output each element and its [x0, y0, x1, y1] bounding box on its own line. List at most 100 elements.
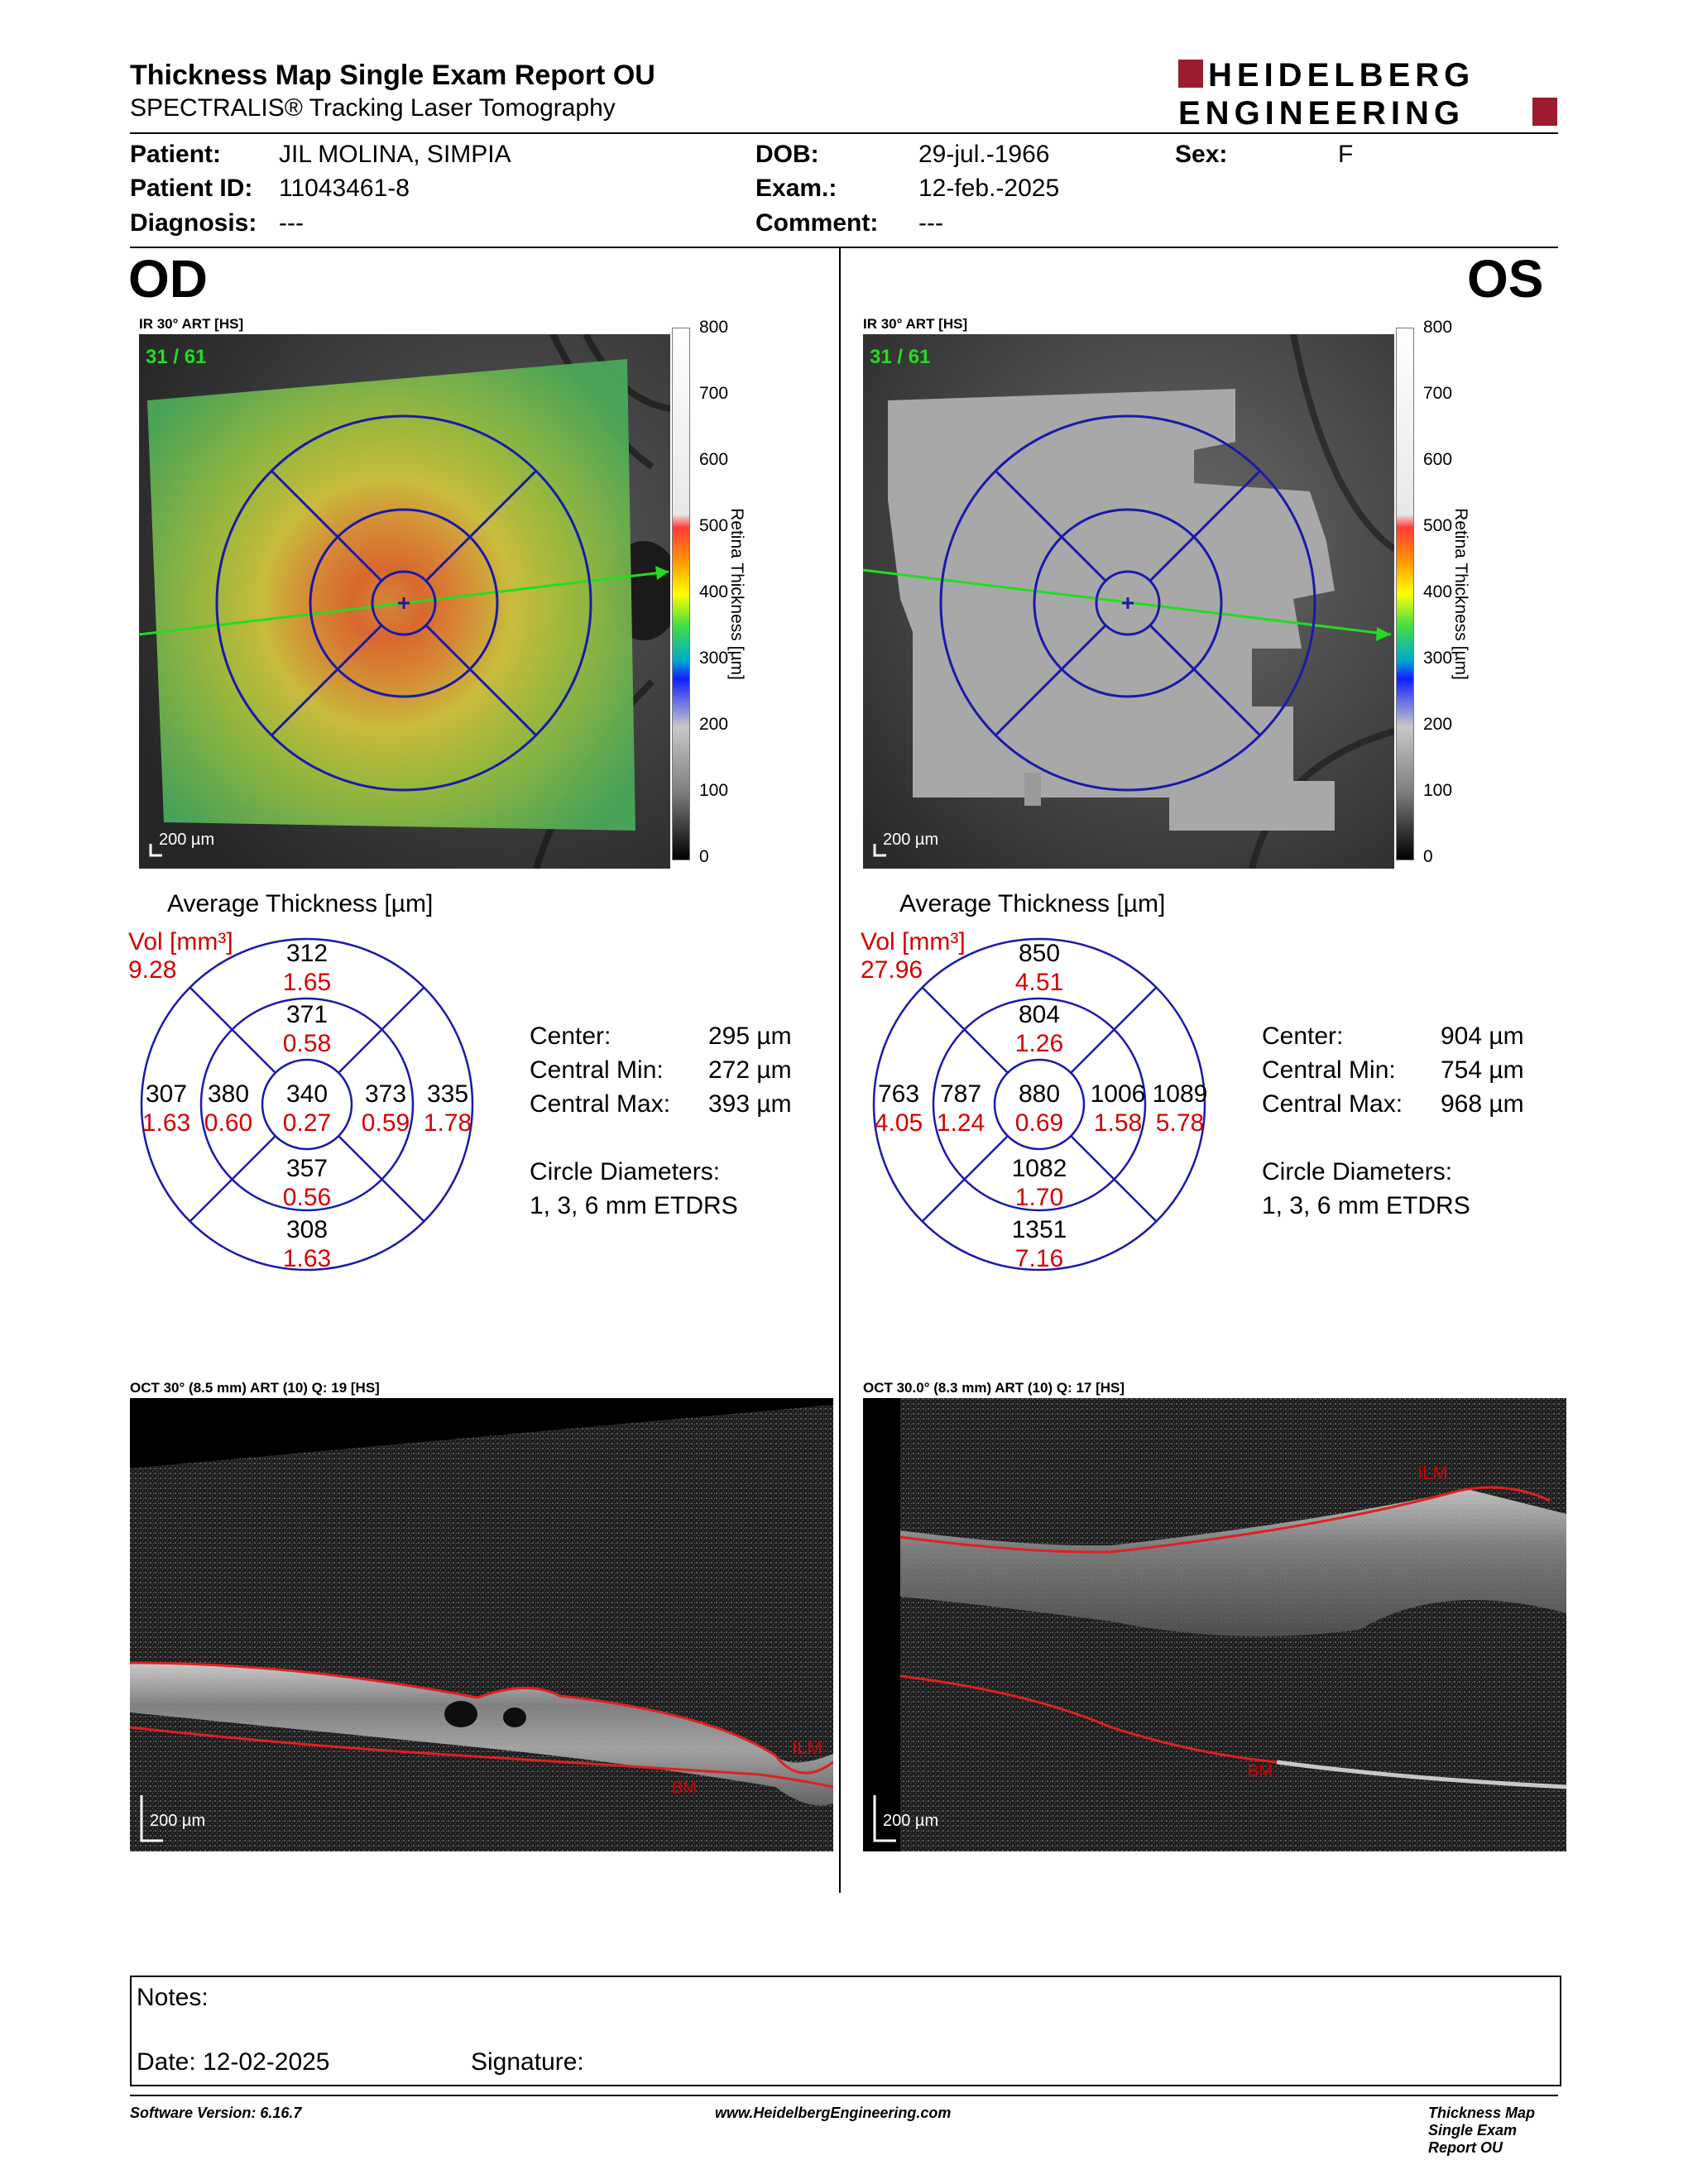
- os-scale-tick: 300: [1423, 649, 1453, 668]
- os-color-scale: [1396, 328, 1414, 860]
- os-scalebar-label: 200 µm: [883, 831, 939, 849]
- od-oct-bscan: ILM BM 200 µm: [130, 1398, 833, 1851]
- od-inner-sup-thickness: 371: [286, 1001, 328, 1028]
- os-outer-temp-volume: 4.05: [875, 1109, 923, 1137]
- os-scale-tick: 500: [1423, 516, 1453, 535]
- eye-label-od: OD: [128, 249, 208, 309]
- os-center-label: Center:: [1262, 1023, 1344, 1050]
- od-scalebar-label: 200 µm: [159, 831, 215, 849]
- os-oct-scalebar: 200 µm: [883, 1812, 939, 1830]
- os-center-thickness: 880: [1019, 1080, 1060, 1108]
- od-vol-label: Vol [mm³]: [128, 928, 233, 956]
- os-inner-sup-thickness: 804: [1019, 1001, 1060, 1028]
- logo-line2: ENGINEERING: [1178, 95, 1465, 132]
- os-ilm-label: ILM: [1417, 1463, 1448, 1483]
- os-inner-sup-volume: 1.26: [1015, 1030, 1063, 1057]
- diagnosis-label: Diagnosis:: [130, 209, 257, 237]
- os-ir-caption: IR 30° ART [HS]: [863, 316, 968, 332]
- od-inner-inf-volume: 0.56: [283, 1184, 331, 1211]
- os-diam-label: Circle Diameters:: [1262, 1158, 1453, 1185]
- od-outer-inf-thickness: 308: [286, 1216, 328, 1243]
- sex: F: [1338, 141, 1354, 168]
- patient-id: 11043461-8: [279, 175, 410, 202]
- od-thickness-map: 31 / 61 200 µm: [139, 334, 670, 869]
- website-link[interactable]: www.HeidelbergEngineering.com: [715, 2105, 952, 2121]
- exam-label: Exam.:: [755, 175, 837, 202]
- os-inner-inf-thickness: 1082: [1012, 1155, 1067, 1182]
- od-oct-caption: OCT 30° (8.5 mm) ART (10) Q: 19 [HS]: [130, 1380, 380, 1396]
- os-max-value: 968 µm: [1441, 1090, 1524, 1118]
- os-frame-counter: 31 / 61: [870, 346, 931, 368]
- od-scale-tick: 300: [699, 649, 729, 668]
- logo-line1: HEIDELBERG: [1208, 58, 1475, 93]
- od-avg-title: Average Thickness [µm]: [167, 890, 434, 917]
- os-scale-tick: 800: [1423, 318, 1453, 337]
- os-scale-label: Retina Thickness [µm]: [1451, 508, 1470, 680]
- patient-label: Patient:: [130, 141, 222, 168]
- od-scale-tick: 200: [699, 715, 729, 734]
- os-scale-tick: 400: [1423, 582, 1453, 601]
- od-scale-tick: 800: [699, 318, 729, 337]
- od-inner-sup-volume: 0.58: [283, 1030, 331, 1057]
- os-scale-tick: 100: [1423, 781, 1453, 800]
- footer-divider: [130, 2095, 1558, 2096]
- os-outer-sup-volume: 4.51: [1015, 969, 1063, 996]
- notes-box: Notes: Date: 12-02-2025 Signature:: [130, 1976, 1561, 2086]
- os-inner-temp-thickness: 787: [940, 1080, 981, 1108]
- od-scale-tick: 0: [699, 847, 709, 866]
- os-max-label: Central Max:: [1262, 1090, 1403, 1118]
- os-avg-title: Average Thickness [µm]: [899, 890, 1166, 917]
- od-center-volume: 0.27: [283, 1109, 331, 1137]
- od-color-scale: [672, 328, 690, 860]
- os-oct-caption: OCT 30.0° (8.3 mm) ART (10) Q: 17 [HS]: [863, 1380, 1125, 1396]
- os-vol-label: Vol [mm³]: [861, 928, 966, 956]
- signature-label: Signature:: [471, 2048, 584, 2076]
- os-oct-bscan: ILM BM 200 µm: [863, 1398, 1566, 1851]
- diagnosis: ---: [279, 209, 304, 237]
- comment-label: Comment:: [755, 209, 879, 237]
- os-scale-tick: 200: [1423, 715, 1453, 734]
- os-scale-tick: 600: [1423, 450, 1453, 469]
- od-min-value: 272 µm: [708, 1056, 792, 1084]
- os-outer-inf-thickness: 1351: [1012, 1216, 1067, 1243]
- od-scale-tick: 400: [699, 582, 729, 601]
- os-bm-label: BM: [1248, 1762, 1273, 1780]
- os-vol-value: 27.96: [861, 956, 923, 984]
- od-outer-nas-volume: 1.78: [424, 1109, 472, 1137]
- eye-label-os: OS: [1467, 249, 1544, 309]
- od-frame-counter: 31 / 61: [146, 346, 207, 368]
- od-max-label: Central Max:: [530, 1090, 671, 1118]
- header-divider: [130, 132, 1558, 134]
- os-scale-tick: 0: [1423, 847, 1433, 866]
- os-inner-temp-volume: 1.24: [937, 1109, 985, 1137]
- os-outer-inf-volume: 7.16: [1015, 1245, 1063, 1272]
- os-etdrs-grid: 850 4.51 804 1.26 763 4.05 787 1.24 880 …: [872, 937, 1207, 1272]
- od-outer-inf-volume: 1.63: [283, 1245, 331, 1272]
- od-etdrs-grid: 312 1.65 371 0.58 307 1.63 380 0.60 340 …: [140, 937, 474, 1272]
- os-outer-nas-thickness: 1089: [1153, 1080, 1207, 1108]
- os-scale-tick: 700: [1423, 384, 1453, 403]
- os-inner-inf-volume: 1.70: [1015, 1184, 1063, 1211]
- od-vol-value: 9.28: [128, 956, 177, 984]
- od-outer-sup-thickness: 312: [286, 940, 328, 967]
- od-outer-nas-thickness: 335: [427, 1080, 468, 1108]
- od-scale-tick: 700: [699, 384, 729, 403]
- od-scale-label: Retina Thickness [µm]: [727, 508, 746, 680]
- os-inner-nas-thickness: 1006: [1091, 1080, 1146, 1108]
- patient-id-label: Patient ID:: [130, 175, 253, 202]
- os-diam-value: 1, 3, 6 mm ETDRS: [1262, 1192, 1470, 1219]
- sex-label: Sex:: [1175, 141, 1228, 168]
- comment: ---: [918, 209, 943, 237]
- os-outer-sup-thickness: 850: [1019, 940, 1060, 967]
- dob: 29-jul.-1966: [918, 141, 1050, 168]
- od-scale-tick: 100: [699, 781, 729, 800]
- os-center-value: 904 µm: [1441, 1023, 1524, 1050]
- patient-name: JIL MOLINA, SIMPIA: [279, 141, 511, 168]
- notes-label: Notes:: [137, 1984, 209, 2011]
- date-label: Date: 12-02-2025: [137, 2048, 330, 2076]
- od-min-label: Central Min:: [530, 1056, 664, 1084]
- software-version: Software Version: 6.16.7: [130, 2105, 302, 2121]
- report-subtitle: SPECTRALIS® Tracking Laser Tomography: [130, 94, 616, 122]
- od-center-thickness: 340: [286, 1080, 328, 1108]
- od-inner-nas-thickness: 373: [365, 1080, 406, 1108]
